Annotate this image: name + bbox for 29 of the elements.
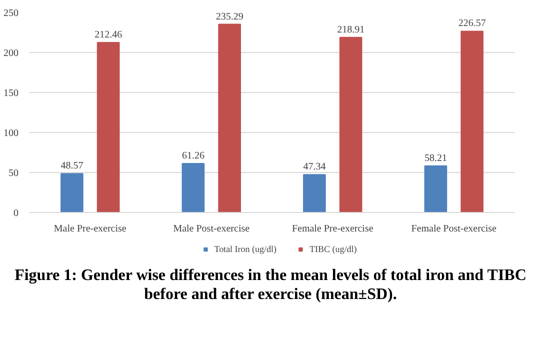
x-tick-label: Male Post-exercise (173, 224, 250, 234)
data-label: 218.91 (337, 24, 365, 36)
x-tick-label: Male Pre-exercise (54, 224, 127, 234)
text: Figure 1: Gender wise differences in the mean levels of total iron and TIBC before and after exercise (mean±SD). (14, 266, 528, 304)
data-label: 58.21 (424, 152, 447, 164)
bar (424, 165, 448, 212)
bar (339, 36, 362, 212)
bar (218, 24, 241, 212)
bar (460, 30, 484, 212)
y-tick-label: 50 (8, 168, 18, 179)
y-tick-label: 250 (4, 8, 18, 19)
data-label: 226.57 (458, 18, 486, 30)
y-tick-label: 100 (4, 128, 18, 139)
data-label: 61.26 (182, 150, 204, 162)
bar (96, 42, 120, 212)
x-tick-label: Female Pre-exercise (292, 224, 374, 234)
y-tick-label: 200 (4, 48, 18, 59)
bar (60, 173, 84, 212)
legend-label: TIBC (ug/dl) (310, 244, 357, 254)
data-label: 212.46 (94, 30, 122, 41)
y-tick-label: 150 (4, 88, 18, 99)
legend-label: Total Iron (ug/dl) (214, 244, 277, 254)
x-tick-label: Female Post-exercise (411, 224, 498, 234)
bar (303, 174, 326, 212)
y-tick-label: 0 (14, 208, 18, 219)
data-label: 48.57 (60, 160, 84, 172)
data-label: 47.34 (303, 162, 326, 173)
bar (182, 162, 205, 212)
data-label: 235.29 (216, 11, 244, 22)
